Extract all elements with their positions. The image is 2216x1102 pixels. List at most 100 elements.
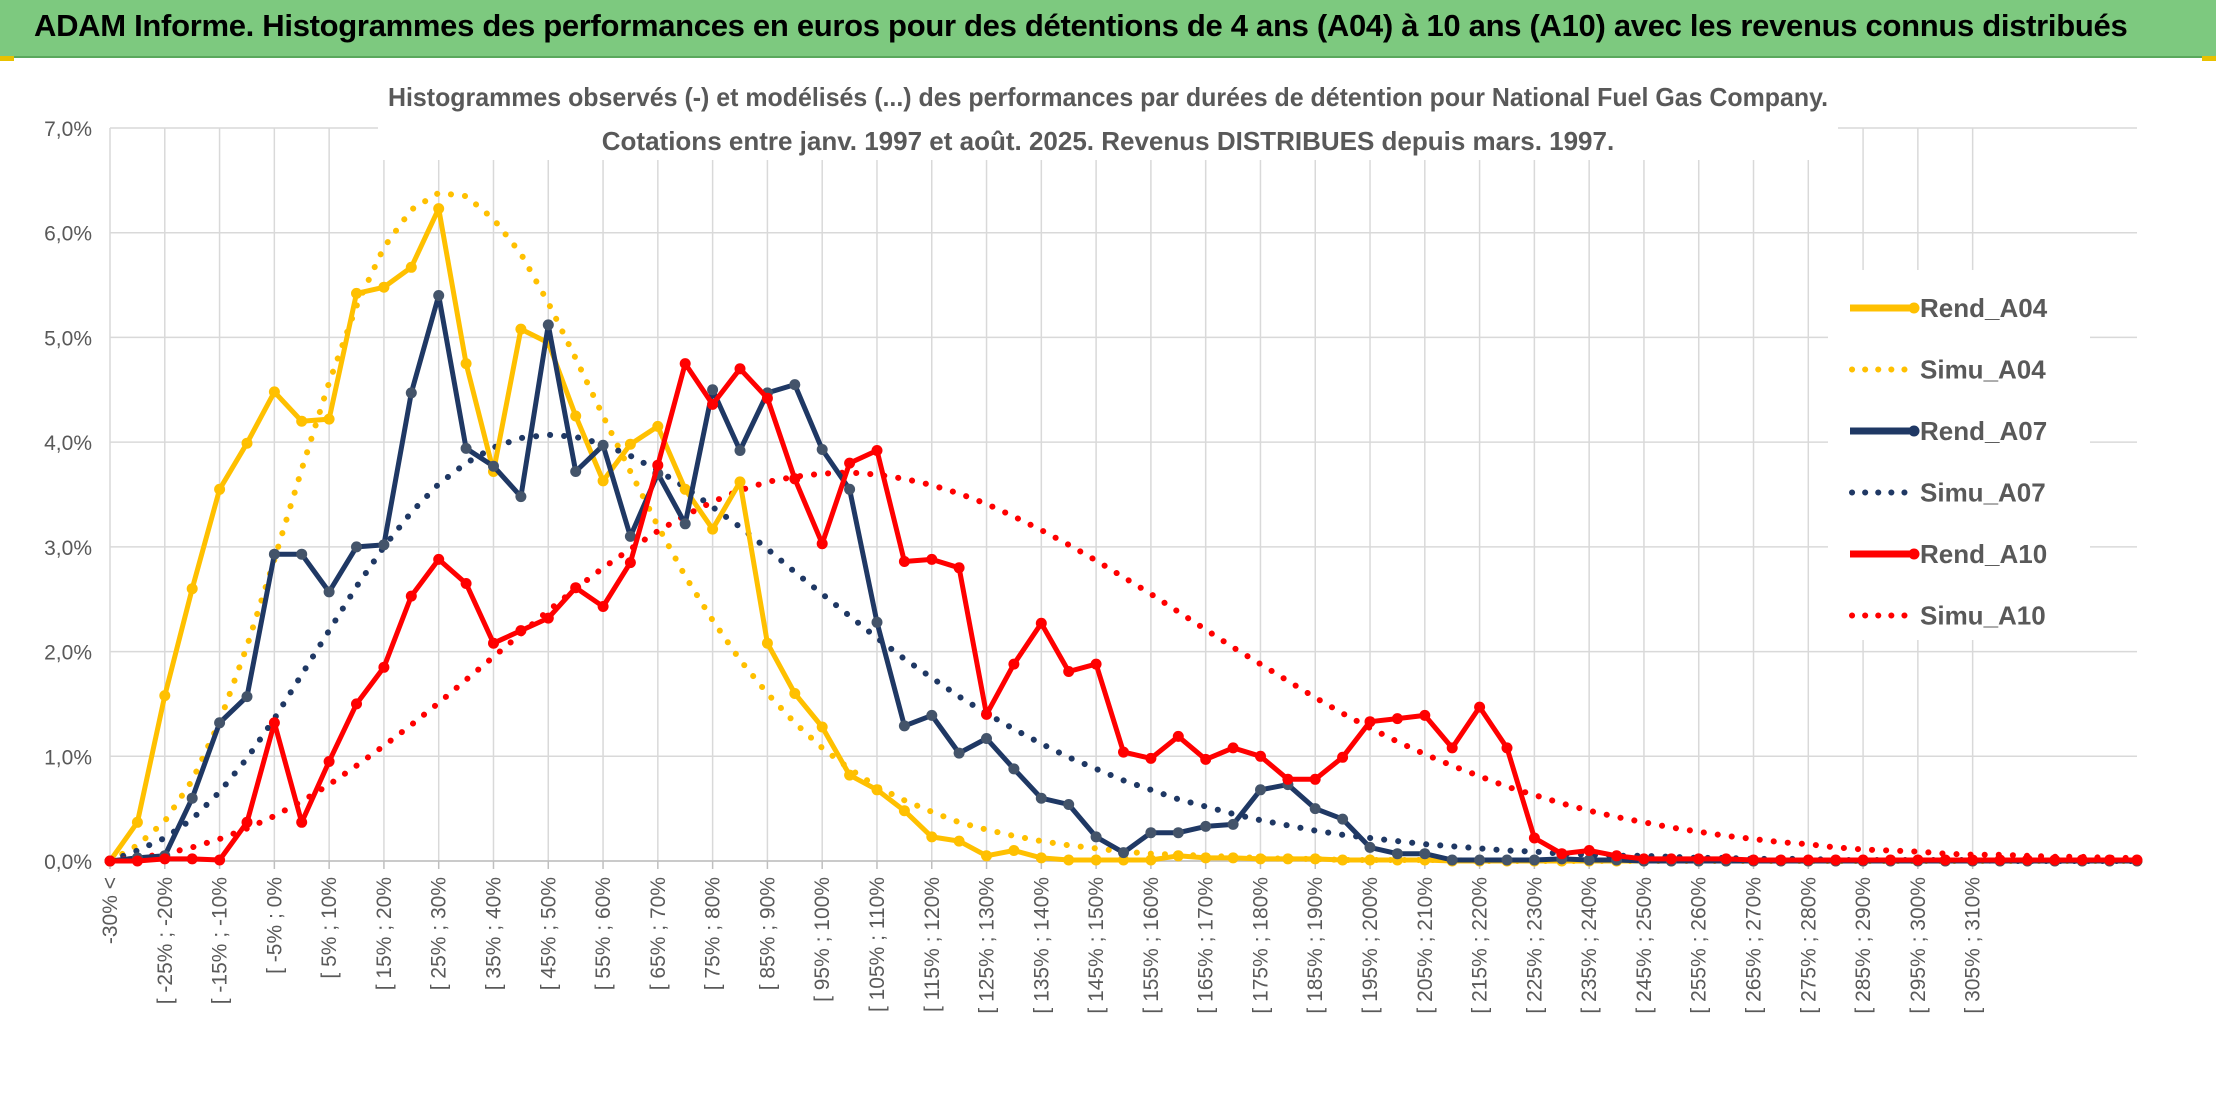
data-point-rend-a04 [515,323,527,335]
data-point-rend-a07 [707,384,719,396]
data-point-rend-a10 [351,698,362,710]
data-point-rend-a07 [268,548,280,560]
x-tick-label: [ 105% ; 110% [866,877,889,1012]
data-point-rend-a10 [1337,751,1349,763]
x-tick-label: [ 265% ; 270% [1743,877,1766,1014]
report-title: ADAM Informe. Histogrammes des performan… [34,8,2128,43]
x-tick-label: [ -5% ; 0% [263,877,286,974]
data-point-rend-a10 [1309,773,1321,785]
data-point-rend-a07 [1309,803,1321,815]
data-point-rend-a07 [542,319,554,331]
data-point-rend-a10 [2021,854,2033,866]
data-point-rend-a07 [624,530,636,542]
data-point-rend-a07 [214,717,226,729]
data-point-rend-a04 [1035,852,1047,864]
data-point-rend-a04 [214,483,226,495]
x-tick-label: [ 145% ; 150% [1085,877,1108,1014]
data-point-rend-a10 [1939,854,1951,866]
x-tick-label: [ 75% ; 80% [702,877,725,990]
data-point-rend-a10 [1090,658,1102,670]
x-tick-label: [ 115% ; 120% [921,877,944,1012]
y-tick-label: 7,0% [44,118,92,141]
x-tick-label: [ 235% ; 240% [1578,877,1601,1014]
chart-subtitle: Cotations entre janv. 1997 et août. 2025… [602,126,1614,156]
x-tick-label: [ 255% ; 260% [1688,877,1711,1014]
x-tick-label: [ 175% ; 180% [1249,877,1272,1014]
data-point-rend-a07 [844,483,856,495]
data-point-rend-a04 [679,483,691,495]
data-point-rend-a07 [981,733,992,744]
data-point-rend-a10 [1255,750,1266,762]
x-tick-label: [ 285% ; 290% [1852,877,1875,1014]
legend-label-simu-a10: Simu_A10 [1920,601,2046,631]
data-point-rend-a10 [2104,854,2116,866]
data-point-rend-a10 [1720,853,1732,865]
data-point-rend-a10 [1145,752,1157,764]
x-tick-label: -30% < [99,877,122,944]
data-point-rend-a07 [1337,813,1349,825]
data-point-rend-a04 [1063,854,1075,866]
data-point-rend-a10 [488,637,499,649]
data-point-rend-a10 [1200,753,1212,765]
data-point-rend-a10 [241,816,253,828]
data-point-rend-a04 [1145,854,1157,866]
data-point-rend-a04 [953,835,965,847]
x-tick-label: [ 245% ; 250% [1633,877,1656,1014]
data-point-rend-a04 [871,784,883,796]
legend-label-simu-a07: Simu_A07 [1920,478,2046,508]
title-backdrop [378,70,1838,160]
data-point-rend-a07 [488,460,499,472]
data-point-rend-a07 [1446,854,1458,866]
data-point-rend-a10 [1967,854,1979,866]
data-point-rend-a10 [1282,773,1294,785]
data-point-rend-a10 [1802,854,1814,866]
data-point-rend-a10 [597,601,609,612]
data-point-rend-a10 [1994,854,2006,866]
data-point-rend-a07 [1227,818,1239,830]
data-point-rend-a10 [761,392,773,404]
y-tick-label: 6,0% [44,223,92,246]
data-point-rend-a10 [515,625,527,637]
data-point-rend-a10 [1748,854,1759,866]
data-point-rend-a10 [1528,832,1540,844]
data-point-rend-a04 [1255,853,1266,865]
legend-marker-rend-a07 [1908,425,1920,437]
data-point-rend-a04 [1090,854,1102,866]
x-tick-label: [ 295% ; 300% [1907,877,1930,1014]
data-point-rend-a07 [1364,841,1376,853]
data-point-rend-a10 [816,538,828,550]
data-point-rend-a10 [1419,709,1431,721]
data-point-rend-a07 [405,387,417,399]
data-point-rend-a07 [1063,799,1075,810]
chart-title: Histogrammes observés (-) et modélisés (… [388,82,1828,112]
data-point-rend-a10 [1912,854,1924,866]
data-point-rend-a04 [1172,850,1184,862]
x-tick-label: [ 165% ; 170% [1195,877,1218,1014]
data-point-rend-a04 [323,413,335,425]
data-point-rend-a04 [926,831,938,843]
x-tick-label: [ 15% ; 20% [373,877,396,990]
data-point-rend-a10 [570,582,582,594]
data-point-rend-a04 [652,420,664,432]
y-tick-label: 3,0% [44,537,92,560]
data-point-rend-a07 [460,442,472,454]
legend-label-rend-a10: Rend_A10 [1920,539,2047,569]
data-point-rend-a10 [789,473,801,485]
data-point-rend-a07 [789,379,801,391]
data-point-rend-a10 [624,557,636,569]
data-point-rend-a04 [898,805,910,817]
data-point-rend-a07 [816,444,828,455]
x-tick-label: [ 305% ; 310% [1962,877,1985,1014]
data-point-rend-a04 [378,281,390,293]
data-point-rend-a10 [652,459,664,471]
data-point-rend-a10 [2076,854,2088,866]
data-point-rend-a10 [2049,854,2061,866]
data-point-rend-a07 [296,548,308,560]
data-point-rend-a10 [1227,742,1239,754]
data-point-rend-a07 [323,586,335,598]
data-point-rend-a04 [131,816,143,828]
data-point-rend-a10 [1556,848,1568,860]
data-point-rend-a07 [1501,854,1513,866]
data-point-rend-a04 [405,261,417,273]
x-tick-label: [ 25% ; 30% [428,877,451,990]
